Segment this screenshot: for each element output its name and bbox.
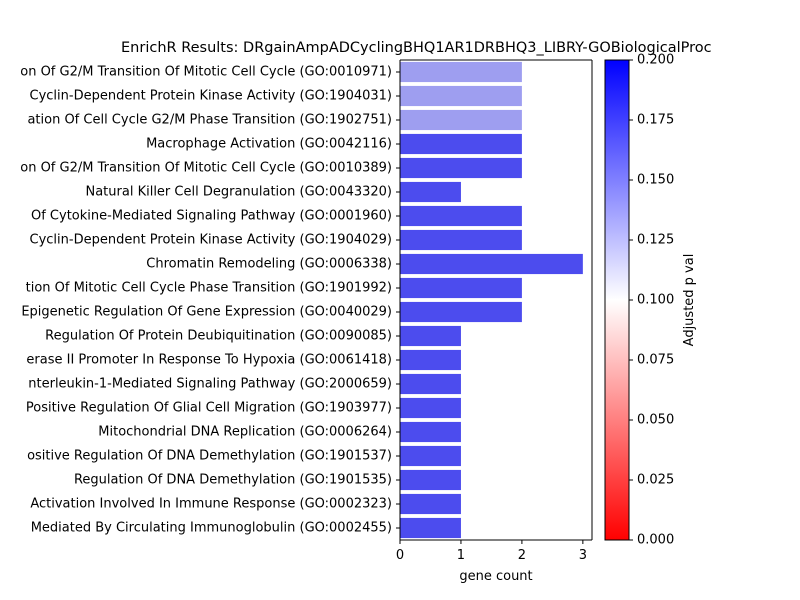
bar-10	[400, 301, 522, 323]
colorbar-tick-label: 0.025	[637, 473, 674, 488]
colorbar-tick-label: 0.175	[637, 113, 674, 128]
bar-2	[400, 109, 522, 131]
bar-7	[400, 229, 522, 251]
x-tick-label: 1	[457, 548, 465, 563]
x-tick-label: 2	[518, 548, 526, 563]
colorbar-tick-label: 0.200	[637, 53, 674, 68]
bar-5	[400, 181, 461, 203]
category-label: tion Of Mitotic Cell Cycle Phase Transit…	[26, 281, 392, 296]
category-label: Chromatin Remodeling (GO:0006338)	[146, 257, 392, 272]
category-label: Natural Killer Cell Degranulation (GO:00…	[85, 185, 392, 200]
category-label: Epigenetic Regulation Of Gene Expression…	[21, 305, 392, 320]
bar-11	[400, 325, 461, 347]
colorbar-tick-label: 0.000	[637, 533, 674, 548]
category-label: Positive Regulation Of Glial Cell Migrat…	[26, 401, 392, 416]
bar-17	[400, 469, 461, 491]
category-label: nterleukin-1-Mediated Signaling Pathway …	[28, 377, 392, 392]
category-label: Activation Involved In Immune Response (…	[30, 497, 392, 512]
colorbar-tick-label: 0.125	[637, 233, 674, 248]
bar-6	[400, 205, 522, 227]
x-tick-label: 0	[396, 548, 404, 563]
bar-1	[400, 85, 522, 107]
category-label: Regulation Of DNA Demethylation (GO:1901…	[74, 473, 392, 488]
category-label: on Of G2/M Transition Of Mitotic Cell Cy…	[20, 65, 392, 80]
bar-9	[400, 277, 522, 299]
x-axis-label: gene count	[459, 569, 532, 584]
category-label: Regulation Of Protein Deubiquitination (…	[45, 329, 392, 344]
bar-4	[400, 157, 522, 179]
x-ticks: 0 1 2 3	[396, 540, 587, 563]
category-label: on Of G2/M Transition Of Mitotic Cell Cy…	[20, 161, 392, 176]
x-tick-label: 3	[579, 548, 587, 563]
bar-16	[400, 445, 461, 467]
colorbar	[604, 59, 630, 541]
colorbar-tick-label: 0.075	[637, 353, 674, 368]
bar-18	[400, 493, 461, 515]
category-label: Cyclin-Dependent Protein Kinase Activity…	[30, 233, 392, 248]
chart-title: EnrichR Results: DRgainAmpADCyclingBHQ1A…	[121, 40, 712, 56]
category-label: ositive Regulation Of DNA Demethylation …	[27, 449, 392, 464]
colorbar-ticks: 0.000 0.025 0.050 0.075 0.100 0.125 0.150 0.175…	[629, 53, 674, 548]
bar-13	[400, 373, 461, 395]
colorbar-tick-label: 0.150	[637, 173, 674, 188]
bar-15	[400, 421, 461, 443]
bar-8	[400, 253, 583, 275]
bar-0	[400, 61, 522, 83]
colorbar-tick-label: 0.100	[637, 293, 674, 308]
category-label: erase II Promoter In Response To Hypoxia…	[26, 353, 392, 368]
category-label: Cyclin-Dependent Protein Kinase Activity…	[30, 89, 392, 104]
colorbar-label: Adjusted p val	[682, 254, 697, 347]
bar-14	[400, 397, 461, 419]
category-label: Mediated By Circulating Immunoglobulin (…	[31, 521, 392, 536]
category-label: Mitochondrial DNA Replication (GO:000626…	[98, 425, 392, 440]
colorbar-tick-label: 0.050	[637, 413, 674, 428]
bar-19	[400, 517, 461, 539]
category-label: Macrophage Activation (GO:0042116)	[146, 137, 392, 152]
category-labels: on Of G2/M Transition Of Mitotic Cell Cy…	[20, 65, 400, 536]
bar-3	[400, 133, 522, 155]
category-label: Of Cytokine-Mediated Signaling Pathway (…	[31, 209, 392, 224]
bars-group	[400, 61, 583, 539]
bar-12	[400, 349, 461, 371]
category-label: ation Of Cell Cycle G2/M Phase Transitio…	[27, 113, 392, 128]
